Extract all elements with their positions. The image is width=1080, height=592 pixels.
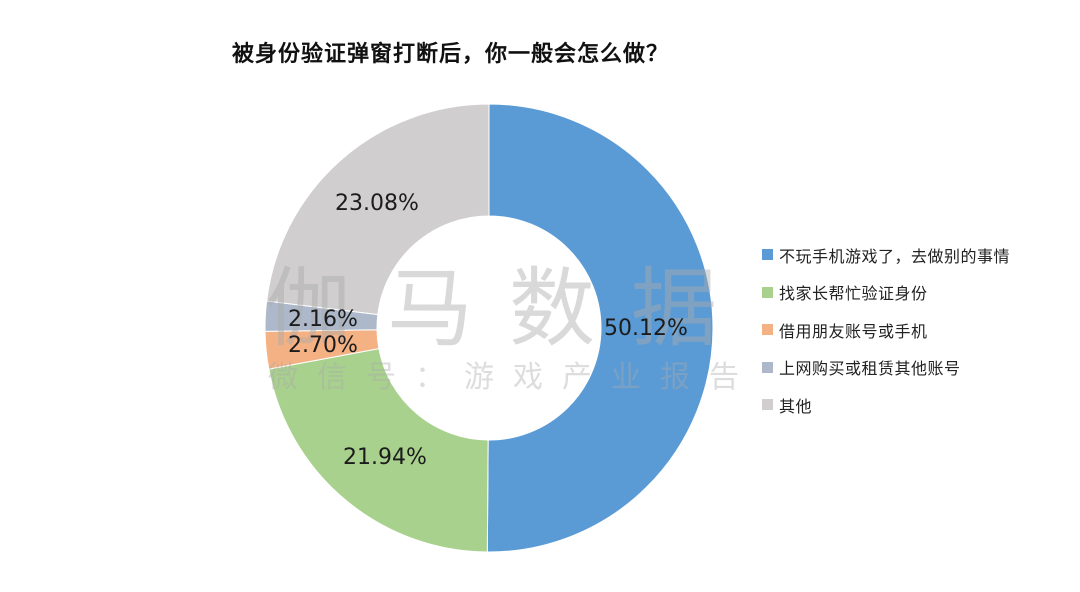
- slice-label-3: 2.16%: [288, 307, 358, 332]
- legend-item: 其他: [762, 386, 1010, 424]
- legend-swatch-4: [762, 399, 773, 411]
- legend-swatch-3: [762, 361, 773, 373]
- chart-title: 被身份验证弹窗打断后，你一般会怎么做？: [232, 42, 670, 67]
- legend-swatch-0: [762, 249, 773, 261]
- legend-item: 上网购买或租赁其他账号: [762, 349, 1010, 387]
- donut-slice-1: [268, 347, 489, 553]
- legend-swatch-2: [762, 324, 773, 336]
- legend-item: 找家长帮忙验证身份: [762, 274, 1010, 312]
- chart-legend: 不玩手机游戏了，去做别的事情 找家长帮忙验证身份 借用朋友账号或手机 上网购买或…: [762, 236, 1010, 424]
- legend-label: 上网购买或租赁其他账号: [779, 359, 961, 379]
- slice-label-1: 21.94%: [343, 445, 427, 470]
- legend-item: 不玩手机游戏了，去做别的事情: [762, 236, 1010, 274]
- slice-label-4: 23.08%: [335, 191, 419, 216]
- legend-label: 不玩手机游戏了，去做别的事情: [779, 246, 1011, 266]
- legend-label: 其他: [779, 396, 813, 416]
- slice-label-2: 2.70%: [288, 333, 358, 358]
- legend-swatch-1: [762, 286, 773, 298]
- legend-item: 借用朋友账号或手机: [762, 311, 1010, 349]
- slice-label-0: 50.12%: [604, 316, 688, 341]
- donut-slice-0: [486, 103, 714, 553]
- legend-label: 借用朋友账号或手机: [779, 321, 928, 341]
- legend-label: 找家长帮忙验证身份: [779, 284, 928, 304]
- donut-slice-4: [266, 103, 490, 316]
